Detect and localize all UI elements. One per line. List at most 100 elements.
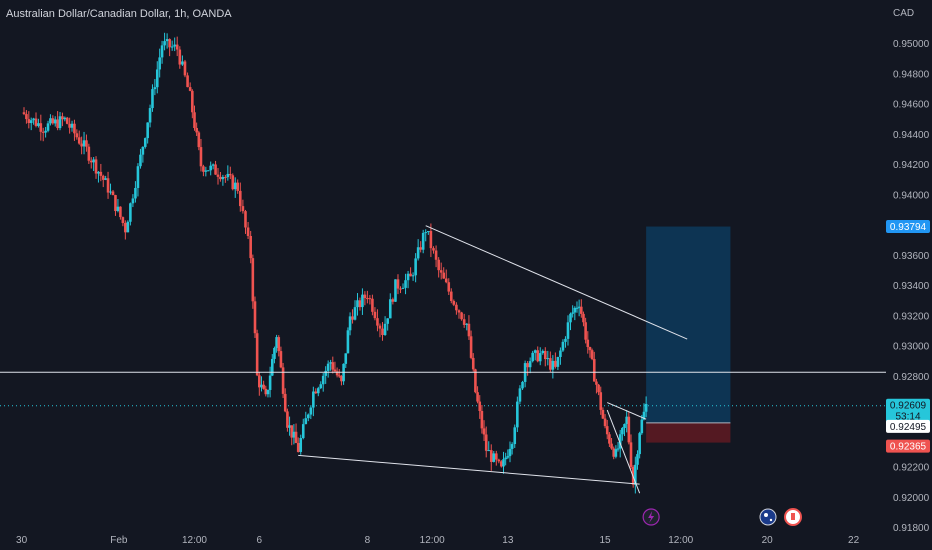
candle-body [191,90,194,113]
candle-body [510,444,514,449]
candle-body [588,346,592,351]
candle-body [536,350,540,362]
candle-body [638,433,641,455]
au-flag-icon-star [764,513,768,517]
candle-body [460,312,463,320]
candle-body [258,375,261,388]
candle-body [46,123,50,131]
candle-body [569,313,572,323]
y-tick-label: 0.91800 [893,523,930,534]
candle-body [432,248,435,251]
candle-body [181,61,184,65]
candle-body [25,114,28,120]
candle-body [160,45,164,58]
candle-body [371,298,374,312]
candle-body [411,275,415,277]
x-tick-label: 20 [762,535,774,546]
candle-body [309,407,313,415]
candle-body [186,75,189,88]
candle-body [351,316,354,320]
candle-body [49,118,52,124]
candle-body [549,358,552,370]
candle-body [286,411,289,428]
candle-body [175,44,179,50]
candle-body [324,370,327,376]
candle-body [404,280,407,288]
candle-body [455,304,458,311]
candle-body [80,143,83,147]
candle-body [610,443,613,449]
candle-body [270,358,274,376]
candle-body [195,127,198,133]
candle-body [629,442,633,467]
candle-body [378,325,382,329]
candle-body [224,177,227,179]
candle-body [244,211,247,228]
candle-body [89,160,93,163]
candle-body [421,232,425,250]
candle-body [409,273,412,277]
candle-body [571,312,574,314]
x-tick-label: 30 [16,535,28,546]
candle-body [373,311,377,319]
candle-body [590,350,594,360]
candle-body [399,288,402,290]
candle-body [151,89,154,109]
candle-body [465,323,469,325]
candle-body [131,198,135,204]
candle-body [533,350,537,353]
candle-body [239,190,242,207]
candle-body [381,328,384,336]
candle-body [500,461,503,467]
x-tick-label: 12:00 [420,535,445,546]
au-flag-icon-circle [759,508,777,526]
candle-body [353,307,357,320]
candle-body [290,425,294,438]
candle-body [625,416,628,425]
x-tick-label: 12:00 [182,535,207,546]
candle-body [642,411,646,420]
candle-body [202,166,205,172]
candle-body [111,191,115,196]
candle-body [614,449,618,457]
candle-body [51,118,55,124]
candle-body [329,362,332,364]
y-tick-label: 0.94800 [893,69,930,80]
lower-trend-line [298,454,640,485]
candle-body [340,376,343,382]
candle-body [27,119,31,124]
candle-body [22,112,26,115]
candle-body [335,371,339,376]
candle-body [209,165,212,171]
candle-body [391,299,395,302]
candle-body [554,360,557,367]
candle-body [61,116,64,120]
candle-body [439,270,443,273]
candle-body [53,119,57,124]
candle-body [518,388,522,402]
candle-body [87,146,91,161]
candle-body [346,330,350,354]
x-tick-label: 22 [848,535,860,546]
candle-body [636,454,639,465]
candle-body [368,298,372,300]
entry-price-tag [886,419,930,433]
ca-flag-icon [784,508,802,526]
candle-body [106,178,110,193]
candle-body [197,132,201,148]
candle-body [528,361,532,368]
y-tick-label: 0.93000 [893,342,930,353]
candle-body [126,221,130,233]
candle-body [640,419,644,434]
candle-body [158,57,161,70]
candle-body [70,123,74,128]
current-price-tag-label: 0.92609 [890,401,927,412]
candle-body [566,322,570,339]
candle-body [546,358,550,360]
candle-body [206,170,210,172]
candle-body [516,401,519,428]
candle-body [621,428,624,435]
candle-body [301,424,305,439]
candle-body [582,313,585,323]
